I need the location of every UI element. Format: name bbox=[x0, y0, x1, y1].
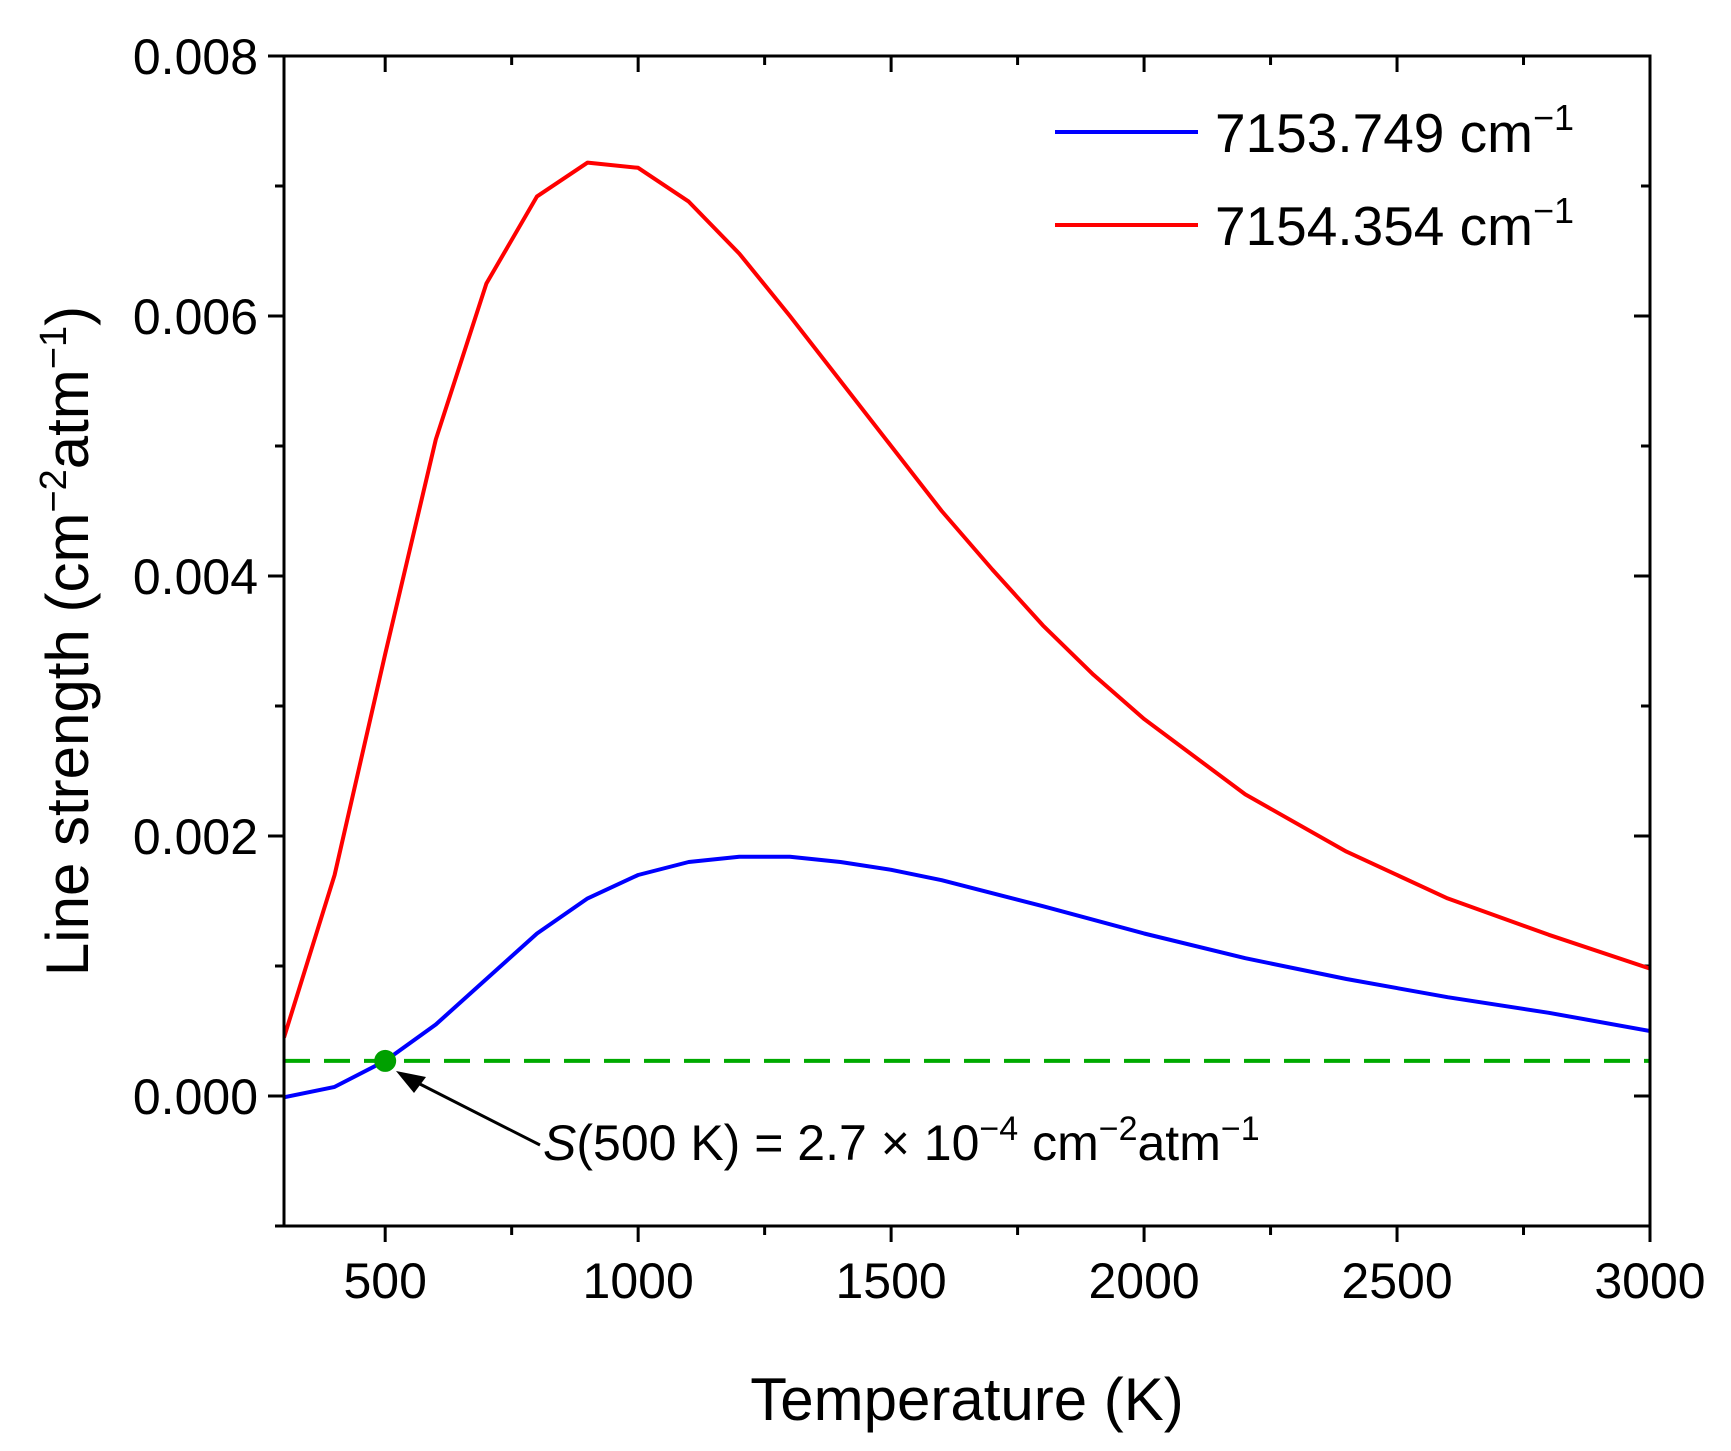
x-tick-label: 1000 bbox=[583, 1253, 694, 1309]
x-axis-title: Temperature (K) bbox=[750, 1366, 1183, 1433]
y-axis-title: Line strength (cm−2atm−1) bbox=[33, 306, 101, 976]
x-tick-labels: 500 1000 1500 2000 2500 3000 bbox=[343, 1253, 1705, 1309]
legend: 7153.749 cm−1 7154.354 cm−1 bbox=[1055, 97, 1574, 257]
series-line-7154-354 bbox=[284, 160, 1650, 1039]
x-tick-label: 1500 bbox=[835, 1253, 946, 1309]
legend-label: 7154.354 cm−1 bbox=[1215, 190, 1574, 257]
y-tick-labels: 0.000 0.002 0.004 0.006 0.008 bbox=[133, 29, 258, 1125]
y-tick-label: 0.008 bbox=[133, 29, 258, 85]
y-tick-label: 0.002 bbox=[133, 809, 258, 865]
reference-point-marker bbox=[374, 1049, 397, 1072]
y-tick-label: 0.004 bbox=[133, 549, 258, 605]
annotation-label: S(500 K) = 2.7 × 10−4 cm−2atm−1 bbox=[543, 1110, 1260, 1171]
x-tick-label: 500 bbox=[343, 1253, 426, 1309]
plot-area bbox=[284, 160, 1650, 1100]
y-tick-label: 0.000 bbox=[133, 1069, 258, 1125]
y-tick-label: 0.006 bbox=[133, 289, 258, 345]
annotation-arrow bbox=[396, 1071, 541, 1147]
legend-label: 7153.749 cm−1 bbox=[1215, 97, 1574, 164]
x-tick-label: 2500 bbox=[1341, 1253, 1452, 1309]
x-tick-label: 2000 bbox=[1088, 1253, 1199, 1309]
plot-frame bbox=[282, 54, 1652, 1228]
series-line-7153-749 bbox=[284, 854, 1650, 1100]
x-tick-label: 3000 bbox=[1594, 1253, 1705, 1309]
